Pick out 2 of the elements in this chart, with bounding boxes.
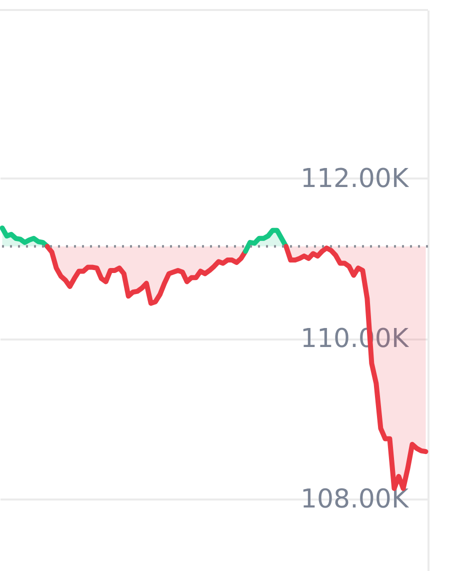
y-tick-label: 108.00K [300, 484, 410, 514]
y-tick-label: 112.00K [300, 164, 410, 194]
